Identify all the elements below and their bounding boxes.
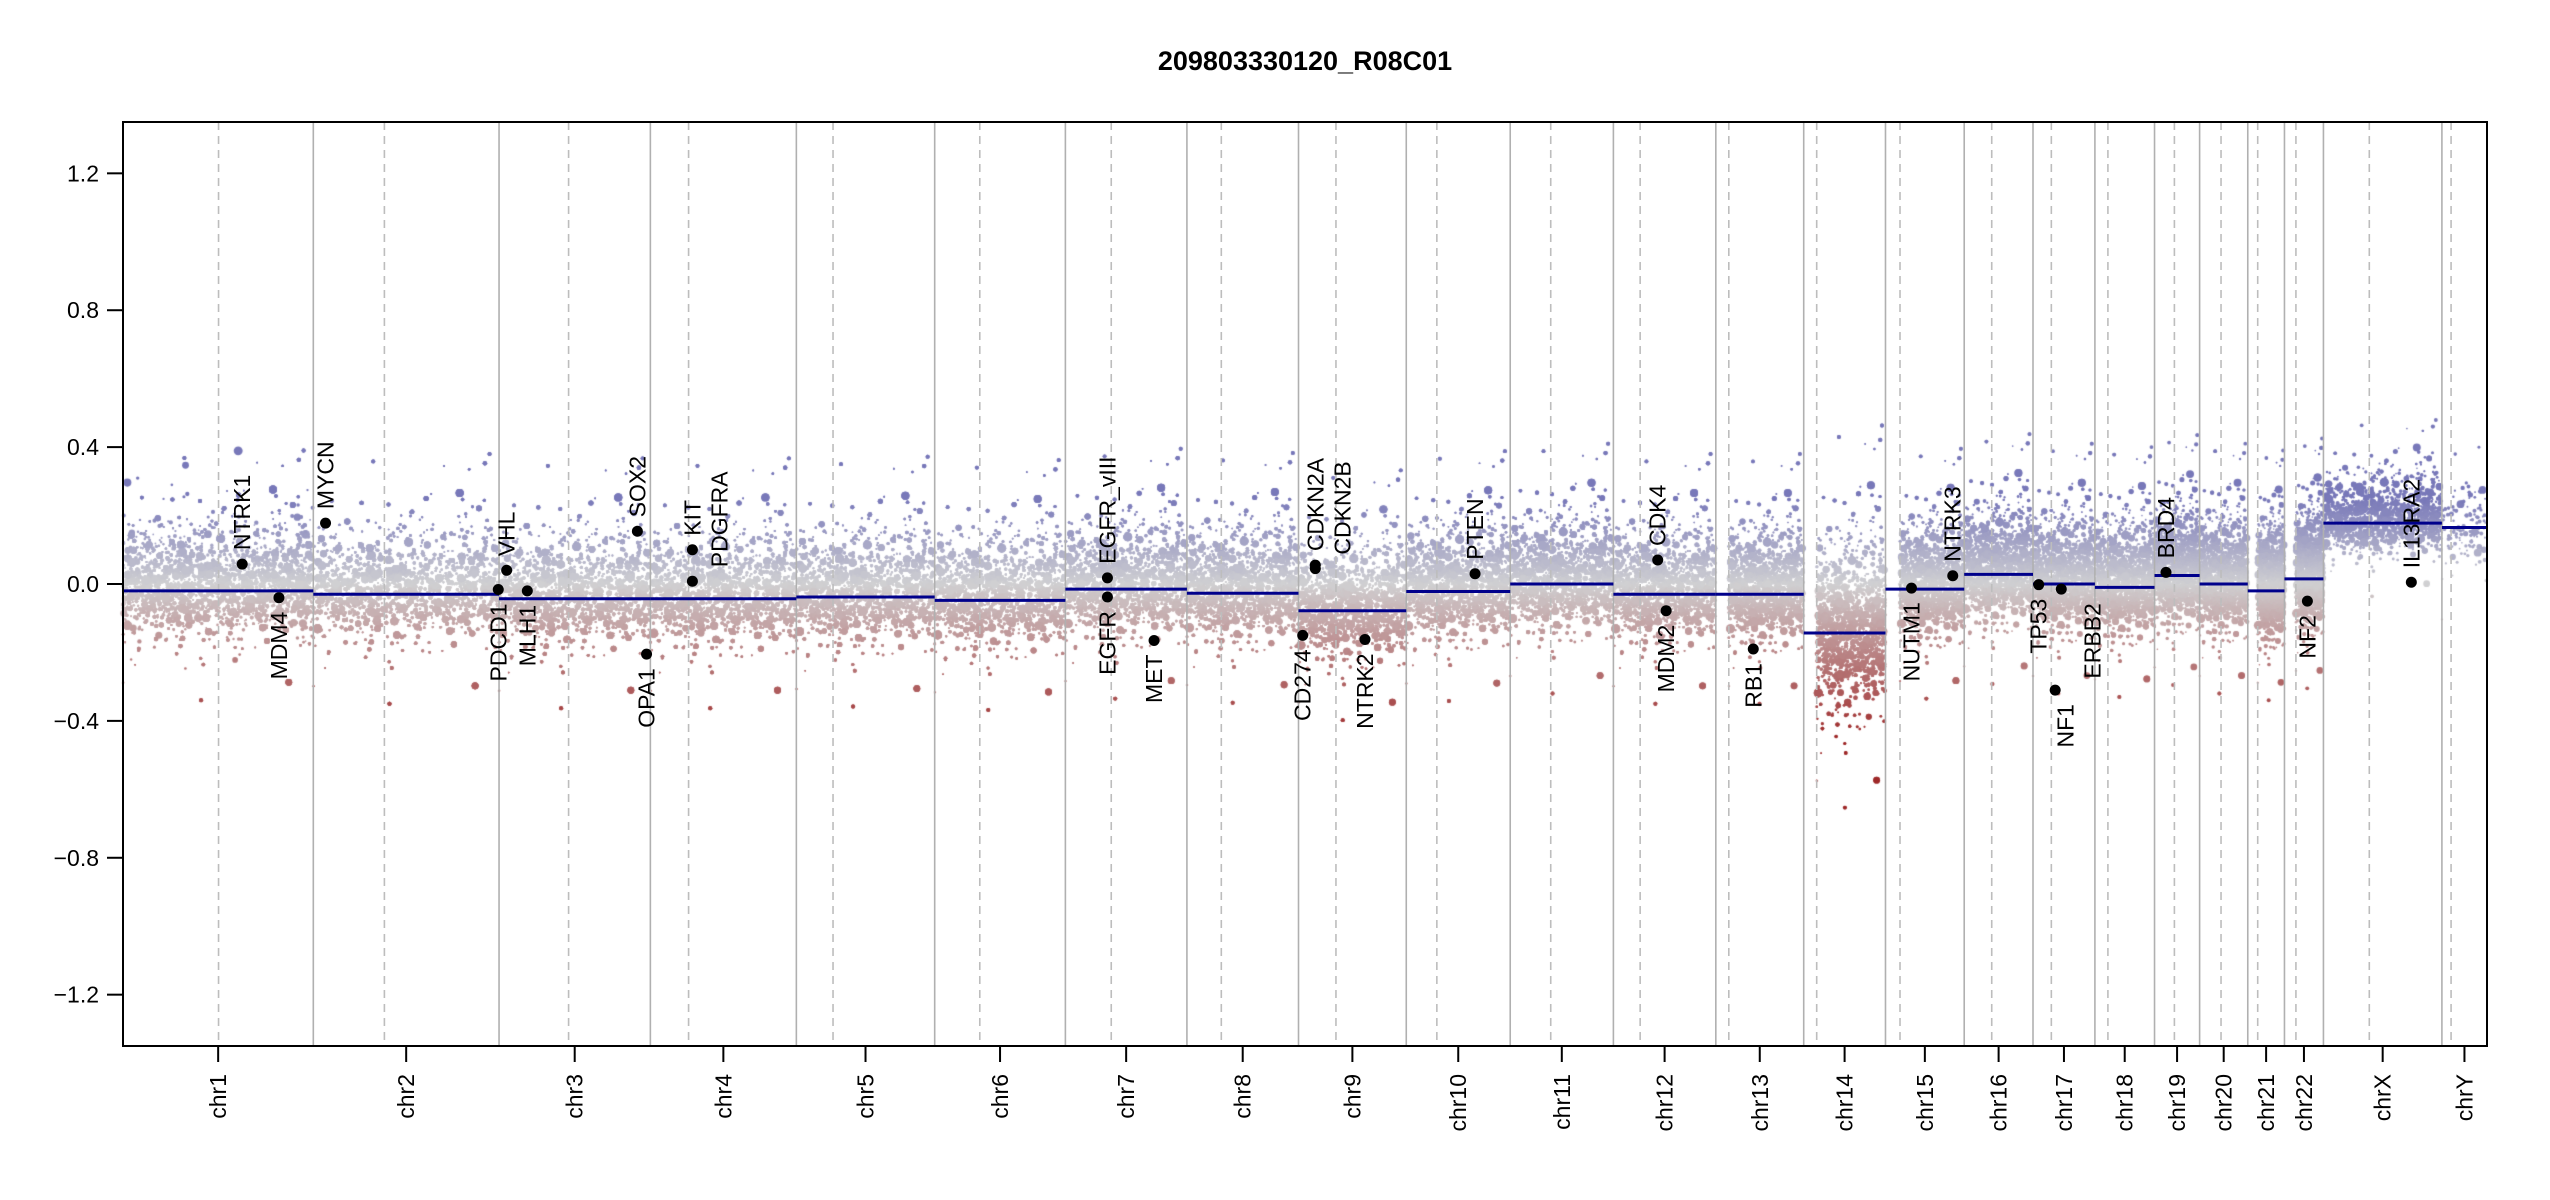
x-tick-label-chr3: chr3 [562,1074,588,1119]
gene-label-NUTM1: NUTM1 [1898,602,1924,681]
gene-label-MET: MET [1141,654,1167,703]
y-tick-label: −0.4 [54,708,100,734]
gene-point-NF1 [2049,684,2061,696]
gene-point-MDM2 [1660,605,1672,617]
gene-point-IL13RA2 [2405,576,2417,588]
x-tick-label-chr13: chr13 [1747,1074,1773,1132]
x-tick-label-chr19: chr19 [2164,1074,2190,1132]
gene-label-RB1: RB1 [1740,663,1766,708]
gene-label-IL13RA2: IL13RA2 [2398,479,2424,569]
y-tick-label: 0.0 [67,571,99,597]
x-tick-label-chr15: chr15 [1912,1074,1938,1132]
x-tick-label-chr6: chr6 [987,1074,1013,1119]
x-tick-label-chrY: chrY [2451,1074,2477,1121]
gene-label-NF2: NF2 [2294,615,2320,658]
x-tick-label-chr22: chr22 [2291,1074,2317,1132]
gene-point-MYCN [320,517,332,529]
y-tick-label: 1.2 [67,160,99,186]
y-tick-label: 0.4 [67,434,99,460]
x-axis: chr1 chr2 chr3 chr4 chr5 chr6 chr7 chr8 chr9 chr1… [205,1046,2477,1132]
gene-point-PDCD1 [492,583,504,595]
gene-point-PDGFRA [686,575,698,587]
gene-label-NF1: NF1 [2053,704,2079,747]
x-tick-label-chr18: chr18 [2112,1074,2138,1132]
gene-label-PTEN: PTEN [1462,498,1488,559]
chart-title: 209803330120_R08C01 [1158,46,1452,76]
gene-point-CDK4 [1652,554,1664,566]
gene-point-NTRK2 [1359,633,1371,645]
gene-label-PDGFRA: PDGFRA [706,471,732,568]
gene-label-CD274: CD274 [1290,649,1316,721]
x-tick-label-chr12: chr12 [1652,1074,1678,1132]
x-tick-label-chr5: chr5 [853,1074,879,1119]
x-tick-label-chr17: chr17 [2051,1074,2077,1132]
gene-point-NTRK3 [1947,570,1959,582]
gene-label-PDCD1: PDCD1 [485,603,511,681]
x-tick-label-chr1: chr1 [205,1074,231,1119]
gene-point-MLH1 [521,585,533,597]
x-tick-label-chr10: chr10 [1445,1074,1471,1132]
gene-label-MDM2: MDM2 [1653,625,1679,693]
x-tick-label-chr7: chr7 [1113,1074,1139,1119]
gene-point-EGFR [1101,591,1113,603]
gene-point-RB1 [1747,643,1759,655]
gene-label-EGFR: EGFR [1094,611,1120,675]
x-tick-label-chr4: chr4 [710,1074,736,1119]
gene-label-VHL: VHL [494,511,520,556]
gene-point-NUTM1 [1905,582,1917,594]
gene-point-BRD4 [2160,566,2172,578]
gene-point-MET [1148,634,1160,646]
gene-label-ERBB2: ERBB2 [2080,603,2106,678]
x-tick-label-chr20: chr20 [2211,1074,2237,1132]
gene-point-NTRK1 [236,558,248,570]
gene-label-MDM4: MDM4 [266,611,292,679]
x-tick-label-chr11: chr11 [1549,1074,1575,1130]
x-tick-label-chr9: chr9 [1339,1074,1365,1119]
gene-point-SOX2 [631,525,643,537]
x-tick-label-chr14: chr14 [1832,1074,1858,1132]
gene-label-NTRK2: NTRK2 [1352,653,1378,728]
gene-point-EGFR_vIII [1101,572,1113,584]
gene-point-OPA1 [641,648,653,660]
x-tick-label-chr8: chr8 [1230,1074,1256,1119]
gene-point-ERBB2 [2055,583,2067,595]
y-tick-label: −0.8 [54,845,99,871]
gene-label-KIT: KIT [679,500,705,536]
gene-label-SOX2: SOX2 [624,456,650,517]
x-tick-label-chr2: chr2 [393,1074,419,1119]
gene-point-VHL [501,564,513,576]
y-axis: −1.2 −0.8 −0.4 0.0 0.4 0.8 1.2 [54,160,123,1008]
gene-point-CDKN2B [1309,563,1321,575]
y-tick-label: −1.2 [54,982,99,1008]
plot-frame [122,121,2488,1047]
gene-point-KIT [686,544,698,556]
gene-label-CDKN2B: CDKN2B [1329,461,1355,554]
gene-label-EGFR_vIII: EGFR_vIII [1094,456,1120,563]
gene-label-OPA1: OPA1 [634,668,660,728]
gene-point-MDM4 [273,592,285,604]
gene-point-PTEN [1469,568,1481,580]
gene-point-CD274 [1297,629,1309,641]
chromosome-guides [217,122,2452,1046]
gene-point-TP53 [2033,579,2045,591]
y-tick-label: 0.8 [67,297,99,323]
gene-label-CDK4: CDK4 [1645,484,1671,546]
gene-label-BRD4: BRD4 [2153,497,2179,559]
gene-label-NTRK3: NTRK3 [1940,486,1966,561]
gene-point-NF2 [2301,595,2313,607]
gene-label-CDKN2A: CDKN2A [1302,457,1328,551]
gene-markers: NTRK1 MDM4 MYCN PDCD1 VHL MLH1 SOX2 OPA1 KIT PDGF… [229,441,2424,747]
gene-label-MYCN: MYCN [313,441,339,509]
x-tick-label-chr21: chr21 [2253,1074,2279,1132]
gene-label-MLH1: MLH1 [514,605,540,666]
x-tick-label-chr16: chr16 [1986,1074,2012,1132]
x-tick-label-chrX: chrX [2370,1074,2396,1121]
gene-label-TP53: TP53 [2026,599,2052,654]
gene-label-NTRK1: NTRK1 [229,475,255,550]
